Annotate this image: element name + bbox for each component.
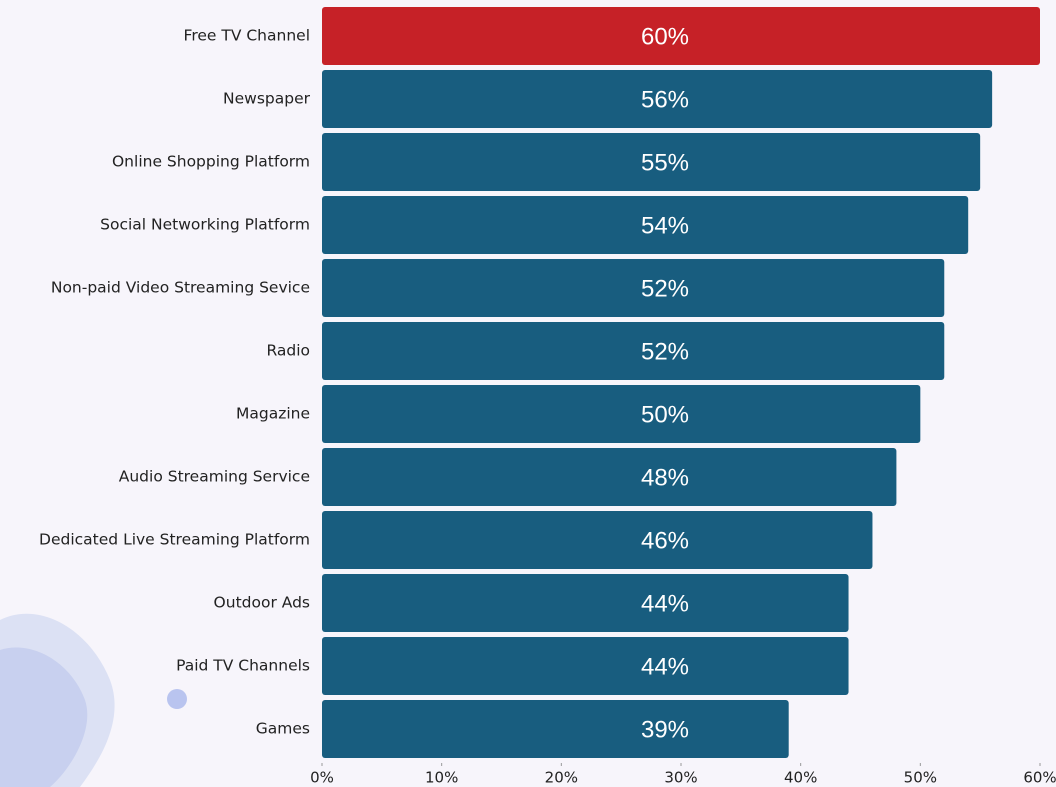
category-label: Paid TV Channels: [176, 657, 310, 675]
category-label: Social Networking Platform: [100, 216, 310, 234]
x-tick-label: 0%: [310, 769, 334, 787]
decoration: [0, 613, 187, 787]
value-label: 55%: [641, 149, 689, 176]
bar: [322, 637, 849, 695]
value-label: 54%: [641, 212, 689, 239]
bar: [322, 70, 993, 128]
category-label: Magazine: [236, 405, 310, 423]
category-label: Free TV Channel: [184, 27, 310, 45]
category-label: Newspaper: [223, 90, 311, 108]
value-label: 39%: [641, 716, 689, 743]
value-label: 44%: [641, 653, 689, 680]
bar: [322, 7, 1040, 65]
category-label: Radio: [266, 342, 310, 360]
x-tick-label: 60%: [1023, 769, 1056, 787]
value-label: 56%: [641, 86, 689, 113]
category-label: Online Shopping Platform: [112, 153, 310, 171]
category-label: Non-paid Video Streaming Sevice: [51, 279, 310, 297]
bar: [322, 259, 945, 317]
bar: [322, 196, 969, 254]
x-tick-label: 30%: [664, 769, 697, 787]
value-label: 50%: [641, 401, 689, 428]
bar: [322, 448, 897, 506]
bar: [322, 574, 849, 632]
blob: [0, 647, 88, 787]
bar: [322, 511, 873, 569]
value-label: 52%: [641, 338, 689, 365]
bar: [322, 322, 945, 380]
x-tick-label: 20%: [545, 769, 578, 787]
value-label: 48%: [641, 464, 689, 491]
bar: [322, 133, 981, 191]
value-label: 46%: [641, 527, 689, 554]
value-label: 52%: [641, 275, 689, 302]
dot: [167, 689, 187, 709]
category-label: Audio Streaming Service: [119, 468, 310, 486]
value-label: 44%: [641, 590, 689, 617]
x-tick-label: 50%: [904, 769, 937, 787]
category-label: Games: [256, 720, 310, 738]
bar: [322, 700, 789, 758]
value-label: 60%: [641, 23, 689, 50]
category-label: Dedicated Live Streaming Platform: [39, 531, 310, 549]
x-tick-label: 10%: [425, 769, 458, 787]
bar: [322, 385, 921, 443]
category-label: Outdoor Ads: [214, 594, 310, 612]
x-tick-label: 40%: [784, 769, 817, 787]
